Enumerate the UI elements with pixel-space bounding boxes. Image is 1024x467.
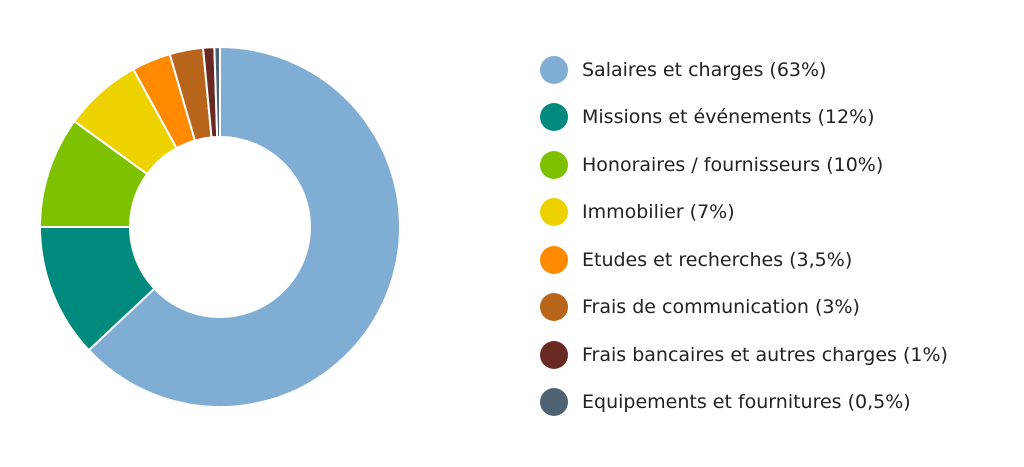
- chart-legend: Salaires et charges (63%) Missions et évé…: [540, 46, 948, 426]
- donut-slice-7: [213, 45, 221, 139]
- legend-label: Missions et événements (12%): [582, 106, 875, 129]
- legend-swatch: [540, 245, 568, 274]
- legend-swatch: [540, 388, 568, 417]
- legend-swatch: [540, 55, 568, 84]
- legend-item: Honoraires / fournisseurs (10%): [540, 141, 948, 189]
- donut-chart: [38, 45, 401, 408]
- legend-item: Frais bancaires et autres charges (1%): [540, 331, 948, 379]
- legend-label: Salaires et charges (63%): [582, 58, 827, 81]
- legend-swatch: [540, 150, 568, 179]
- legend-swatch: [540, 340, 568, 369]
- legend-swatch: [540, 103, 568, 132]
- legend-swatch: [540, 198, 568, 227]
- donut-slice-0: [87, 45, 401, 408]
- legend-item: Salaires et charges (63%): [540, 46, 948, 94]
- legend-item: Frais de communication (3%): [540, 284, 948, 332]
- legend-item: Equipements et fournitures (0,5%): [540, 379, 948, 427]
- legend-label: Honoraires / fournisseurs (10%): [582, 153, 884, 176]
- legend-item: Immobilier (7%): [540, 189, 948, 237]
- legend-label: Etudes et recherches (3,5%): [582, 248, 853, 271]
- legend-label: Frais bancaires et autres charges (1%): [582, 343, 948, 366]
- legend-item: Etudes et recherches (3,5%): [540, 236, 948, 284]
- legend-label: Equipements et fournitures (0,5%): [582, 391, 911, 414]
- donut-slices: [38, 45, 401, 408]
- legend-label: Immobilier (7%): [582, 201, 735, 224]
- legend-label: Frais de communication (3%): [582, 296, 860, 319]
- legend-item: Missions et événements (12%): [540, 94, 948, 142]
- legend-swatch: [540, 293, 568, 322]
